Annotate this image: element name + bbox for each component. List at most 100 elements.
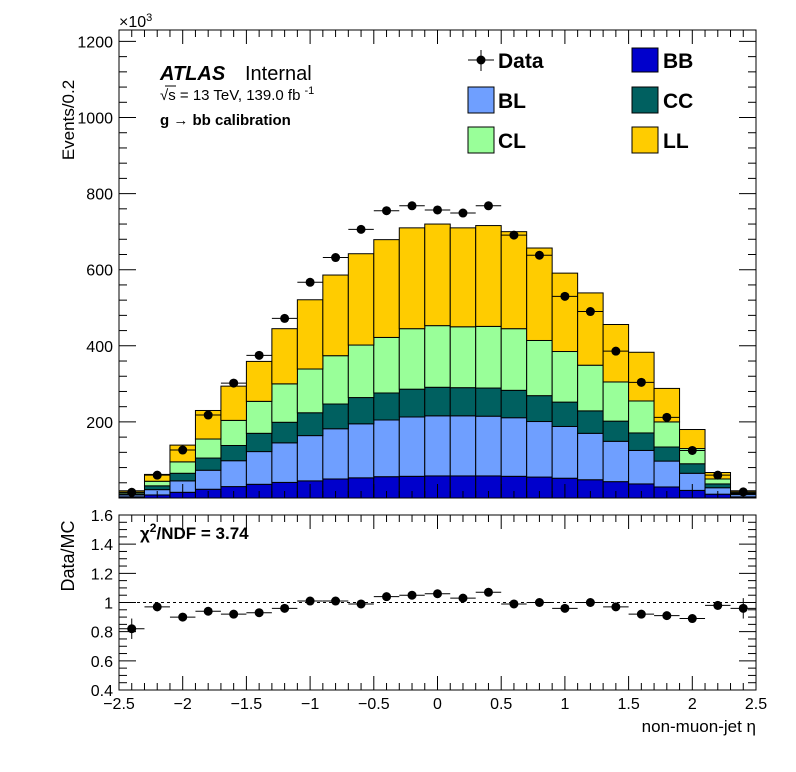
y-multiplier: ×103	[119, 12, 152, 31]
bar-cl-7	[296, 368, 324, 414]
bar-cl-20	[628, 400, 655, 434]
y-axis-title-bottom: Data/MC	[58, 520, 78, 591]
y-tick-label: 200	[86, 415, 113, 432]
ratio-y-tick-label: 1	[104, 596, 113, 613]
ratio-marker	[458, 593, 468, 603]
bar-cc-7	[296, 412, 324, 437]
bar-ll-4	[220, 385, 247, 421]
ratio-point-0	[119, 618, 145, 639]
ratio-marker	[738, 603, 748, 613]
bar-cl-9	[347, 344, 375, 399]
data-point-17	[552, 291, 578, 301]
bar-cl-17	[551, 351, 579, 403]
bar-bl-10	[373, 419, 400, 478]
bar-ll-12	[424, 223, 451, 327]
data-point-12	[424, 205, 451, 215]
bar-ll-13	[449, 227, 477, 328]
data-marker	[636, 377, 646, 387]
bar-cc-2	[169, 472, 196, 482]
bar-bl-3	[194, 469, 222, 490]
ratio-y-tick-label: 1.4	[91, 537, 113, 554]
data-point-2	[169, 445, 196, 455]
ratio-point-18	[577, 598, 604, 607]
data-marker	[203, 410, 213, 420]
data-marker	[433, 205, 442, 215]
top-axes: 200 400 600 800 1000 1200	[77, 30, 757, 498]
bar-bl-18	[577, 432, 604, 481]
bar-cl-8	[322, 355, 349, 405]
ratio-point-4	[220, 609, 247, 619]
legend-label-data: Data	[498, 50, 544, 73]
legend-label-ll: LL	[663, 130, 689, 153]
data-point-7	[297, 277, 323, 287]
bar-ll-7	[296, 299, 324, 370]
x-tick-label: 0	[433, 696, 442, 713]
bar-bl-9	[347, 423, 375, 479]
data-point-11	[399, 201, 425, 211]
stacked-histogram	[118, 223, 757, 499]
ratio-marker	[331, 596, 341, 606]
y-tick-label: 400	[86, 339, 113, 356]
ratio-point-8	[322, 596, 349, 606]
data-marker	[713, 470, 723, 480]
ratio-marker	[229, 609, 239, 619]
x-tick-label: −2	[174, 696, 192, 713]
bar-cc-20	[628, 432, 655, 451]
bar-cl-14	[475, 325, 502, 389]
ratio-point-15	[501, 599, 527, 609]
data-point-3	[195, 410, 221, 420]
bar-cl-3	[194, 438, 222, 459]
x-tick-label: −0.5	[358, 696, 390, 713]
ratio-point-3	[195, 606, 221, 616]
data-point-13	[450, 208, 476, 218]
bar-bl-7	[296, 435, 324, 482]
ratio-marker	[483, 587, 493, 597]
bar-cl-18	[577, 364, 604, 412]
data-marker	[382, 206, 392, 216]
ratio-marker	[407, 590, 417, 600]
ratio-point-5	[246, 608, 272, 618]
x-tick-label: −1.5	[231, 696, 263, 713]
legend-label-cl: CL	[498, 130, 526, 153]
bar-cc-23	[704, 483, 732, 489]
bar-cc-3	[194, 457, 222, 471]
bar-cc-9	[347, 397, 375, 425]
data-point-20	[628, 377, 655, 387]
bar-cc-1	[143, 485, 171, 491]
bar-cl-21	[653, 421, 681, 448]
ratio-point-6	[271, 603, 298, 613]
bar-cl-15	[500, 328, 528, 391]
ratio-y-tick-label: 0.8	[91, 625, 113, 642]
x-tick-label: −2.5	[103, 696, 135, 713]
bar-cc-16	[526, 395, 553, 423]
bar-bl-14	[475, 415, 502, 477]
atlas-label: ATLAS	[159, 63, 226, 85]
bar-bl-17	[551, 425, 579, 479]
data-marker	[280, 313, 290, 323]
ratio-marker	[203, 606, 213, 616]
bar-bl-19	[602, 440, 630, 483]
bar-cc-14	[475, 387, 502, 417]
bar-cc-5	[245, 432, 273, 453]
data-point-10	[373, 206, 400, 216]
data-point-4	[220, 378, 247, 388]
data-marker	[305, 277, 315, 287]
ratio-marker	[687, 614, 697, 624]
bar-cl-5	[245, 400, 273, 434]
bar-ll-8	[322, 274, 349, 357]
bar-ll-22	[679, 429, 706, 450]
ratio-point-1	[144, 602, 170, 612]
data-point-15	[501, 230, 527, 240]
bar-bl-11	[398, 416, 426, 477]
bar-cl-12	[424, 325, 451, 388]
lumi-exponent: -1	[304, 85, 314, 97]
ratio-point-16	[526, 598, 553, 607]
bar-ll-6	[271, 328, 298, 385]
x-tick-label: 2	[688, 696, 697, 713]
ratio-point-10	[373, 592, 400, 602]
ratio-y-tick-label: 1.6	[91, 508, 113, 525]
ratio-marker	[534, 598, 544, 607]
ratio-point-12	[424, 589, 451, 599]
bar-ll-15	[500, 231, 528, 330]
data-marker	[229, 378, 239, 388]
